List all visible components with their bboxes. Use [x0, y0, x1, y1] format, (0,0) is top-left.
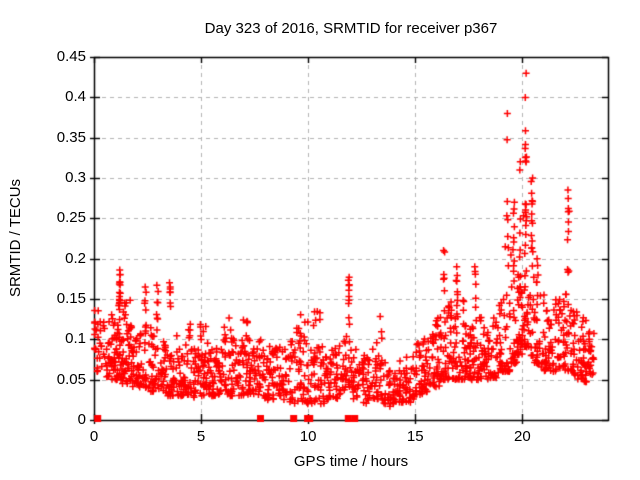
y-tick-label: 0.1 — [65, 330, 86, 348]
y-tick-label: 0.4 — [65, 88, 86, 106]
y-tick-label: 0.05 — [56, 370, 86, 388]
y-tick-label: 0 — [77, 411, 86, 428]
chart-title: Day 323 of 2016, SRMTID for receiver p36… — [204, 20, 498, 37]
x-tick-label: 15 — [406, 428, 424, 445]
x-tick-label: 20 — [513, 428, 531, 445]
x-axis-label: GPS time / hours — [293, 453, 409, 470]
y-tick-label: 0.45 — [56, 48, 86, 65]
y-tick-label: 0.35 — [56, 128, 86, 146]
x-tick-label: 0 — [89, 428, 99, 445]
x-tick-label: 5 — [196, 428, 206, 445]
y-tick-label: 0.2 — [65, 249, 86, 267]
x-tick-label: 10 — [299, 428, 317, 445]
y-tick-label: 0.15 — [56, 290, 86, 307]
y-tick-label: 0.3 — [65, 169, 86, 186]
y-tick-label: 0.25 — [56, 209, 86, 227]
